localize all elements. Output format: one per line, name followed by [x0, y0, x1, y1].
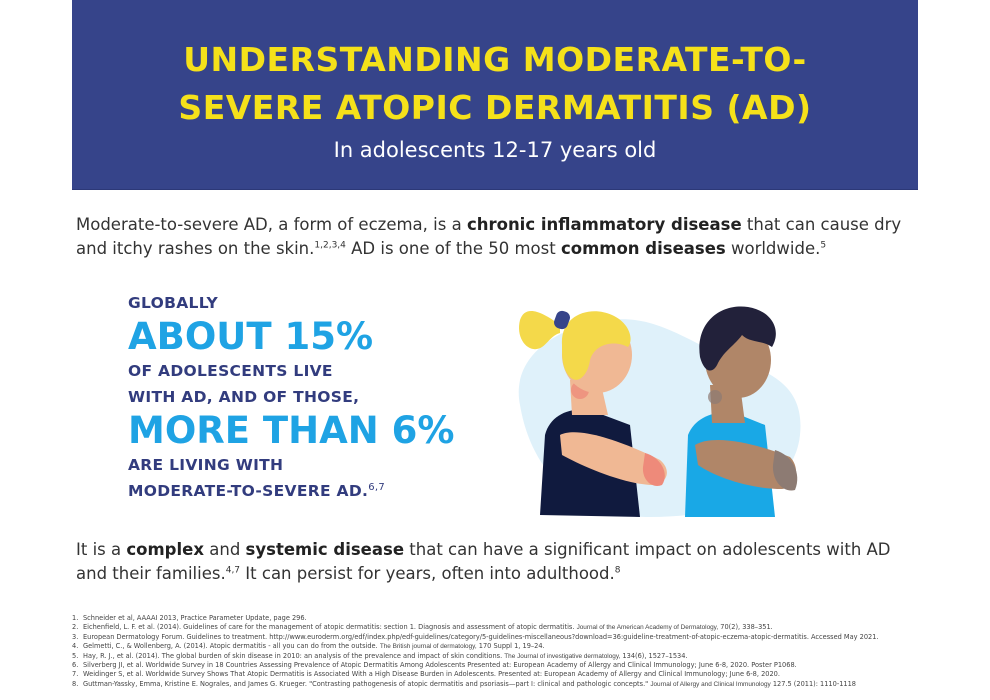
reference-number: 3.: [72, 632, 79, 641]
intro-text: worldwide.: [725, 239, 821, 258]
intro-emphasis-chronic: chronic inflammatory disease: [466, 215, 742, 234]
stat-figure-6-percent: MORE THAN 6%: [128, 409, 455, 452]
reference-journal: Journal of Allergy and Clinical Immunolo…: [650, 680, 771, 688]
stat-label: ARE LIVING WITH: [128, 456, 284, 474]
citation-sup: 5: [820, 240, 827, 251]
closing-text: that can have a significant impact on ad…: [76, 540, 891, 583]
reference-item: 3. European Dermatology Forum. Guidelines…: [72, 633, 952, 642]
intro-emphasis-common: common diseases: [560, 239, 726, 258]
stat-figure-15-percent: ABOUT 15%: [128, 315, 374, 358]
reference-number: 8.: [72, 679, 79, 688]
closing-text: It can persist for years, often into adu…: [240, 564, 615, 583]
reference-item: 8. Guttman-Yassky, Emma, Kristine E. Nogr…: [72, 680, 952, 689]
reference-text: Hay, R. J., et al. (2014). The global bu…: [83, 651, 505, 660]
page-subtitle: In adolescents 12-17 years old: [333, 138, 657, 162]
references-list: 1. Schneider et al, AAAAI 2013, Practice …: [72, 614, 952, 689]
intro-paragraph: Moderate-to-severe AD, a form of eczema,…: [76, 213, 906, 261]
closing-text: and: [204, 540, 246, 559]
reference-text: Eichenfield, L. F. et al. (2014). Guidel…: [83, 623, 577, 632]
intro-text: AD is one of the 50 most: [345, 239, 561, 258]
reference-journal: The Journal of investigative dermatology…: [504, 652, 621, 660]
reference-number: 4.: [72, 642, 79, 651]
reference-item: 6. Silverberg JI, et al. Worldwide Survey…: [72, 661, 952, 670]
reference-tail: 70(2), 338–351.: [718, 623, 773, 632]
closing-emphasis-complex: complex: [126, 540, 204, 559]
reference-text: Weidinger S, et al. Worldwide Survey Sho…: [83, 670, 780, 679]
intro-text: that can cause dry and itchy rashes on t…: [76, 215, 902, 258]
reference-tail: 127.5 (2011): 1110-1118: [770, 679, 856, 688]
stat-label-text: MODERATE-TO-SEVERE AD.: [128, 482, 369, 500]
reference-item: 2. Eichenfield, L. F. et al. (2014). Guid…: [72, 623, 952, 632]
title-line-1: UNDERSTANDING MODERATE-TO-: [183, 40, 807, 79]
closing-text: It is a: [76, 540, 127, 559]
reference-item: 7. Weidinger S, et al. Worldwide Survey S…: [72, 670, 952, 679]
citation-sup: 8: [614, 565, 621, 576]
stat-label: GLOBALLY: [128, 294, 218, 312]
citation-sup: 6,7: [368, 481, 385, 493]
reference-text: Schneider et al, AAAAI 2013, Practice Pa…: [83, 614, 307, 622]
reference-journal: Journal of the American Academy of Derma…: [576, 624, 719, 632]
reference-text: Silverberg JI, et al. Worldwide Survey i…: [83, 661, 797, 670]
closing-paragraph: It is a complex and systemic disease tha…: [76, 538, 906, 586]
reference-number: 7.: [72, 670, 79, 679]
header-banner: UNDERSTANDING MODERATE-TO- SEVERE ATOPIC…: [72, 0, 918, 190]
reference-number: 5.: [72, 651, 79, 660]
closing-emphasis-systemic: systemic disease: [245, 540, 405, 559]
reference-journal: The British journal of dermatology,: [379, 643, 477, 651]
intro-text: Moderate-to-severe AD, a form of eczema,…: [76, 215, 467, 234]
reference-number: 1.: [72, 614, 79, 622]
reference-item: 4. Gelmetti, C., & Wollenberg, A. (2014).…: [72, 642, 952, 651]
reference-link-text[interactable]: European Dermatology Forum. Guidelines t…: [83, 632, 879, 641]
reference-number: 6.: [72, 661, 79, 670]
reference-text: Guttman-Yassky, Emma, Kristine E. Nogral…: [83, 679, 651, 688]
reference-number: 2.: [72, 623, 79, 632]
adolescents-illustration-icon: [518, 306, 801, 517]
page-title: UNDERSTANDING MODERATE-TO- SEVERE ATOPIC…: [72, 36, 918, 132]
citation-sup: 1,2,3,4: [314, 240, 346, 251]
title-line-2: SEVERE ATOPIC DERMATITIS (AD): [178, 88, 812, 127]
statistics-callout: GLOBALLY ABOUT 15% OF ADOLESCENTS LIVE W…: [128, 290, 498, 504]
reference-tail: 170 Suppl 1, 19–24.: [476, 642, 545, 651]
stat-label: OF ADOLESCENTS LIVE: [128, 362, 333, 380]
stat-label: MODERATE-TO-SEVERE AD.6,7: [128, 478, 498, 504]
adolescents-illustration: [500, 285, 820, 520]
reference-item: 1. Schneider et al, AAAAI 2013, Practice …: [72, 614, 952, 623]
reference-text: Gelmetti, C., & Wollenberg, A. (2014). A…: [83, 642, 380, 651]
reference-tail: 134(6), 1527–1534.: [620, 651, 688, 660]
citation-sup: 4,7: [225, 565, 241, 576]
reference-item: 5. Hay, R. J., et al. (2014). The global …: [72, 652, 952, 661]
stat-label: WITH AD, AND OF THOSE,: [128, 388, 360, 406]
